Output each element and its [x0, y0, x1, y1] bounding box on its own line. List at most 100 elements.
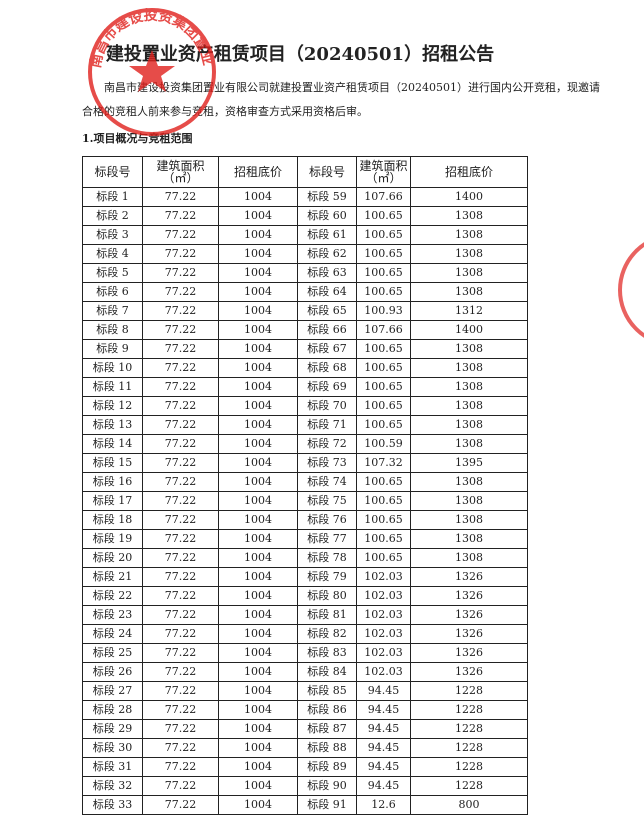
- table-cell: 标段 7: [82, 301, 143, 321]
- table-cell: 77.22: [142, 206, 219, 226]
- table-cell: 标段 22: [82, 586, 143, 606]
- table-cell: 77.22: [142, 472, 219, 492]
- table-cell: 1308: [410, 206, 528, 226]
- table-cell: 102.03: [356, 586, 411, 606]
- table-cell: 标段 28: [82, 700, 143, 720]
- table-cell: 标段 83: [297, 643, 357, 663]
- table-cell: 1228: [410, 681, 528, 701]
- table-cell: 标段 10: [82, 358, 143, 378]
- table-row: 标段 9 77.22 1004 标段 67 100.65 1308: [82, 339, 528, 359]
- table-cell: 1308: [410, 434, 528, 454]
- table-cell: 标段 70: [297, 396, 357, 416]
- header-cell: 标段号: [297, 156, 357, 188]
- table-cell: 1004: [218, 377, 298, 397]
- table-row: 标段 1 77.22 1004 标段 59 107.66 1400: [82, 187, 528, 207]
- table-cell: 标段 84: [297, 662, 357, 682]
- table-cell: 100.65: [356, 339, 411, 359]
- table-cell: 77.22: [142, 263, 219, 283]
- table-cell: 1004: [218, 738, 298, 758]
- table-cell: 标段 3: [82, 225, 143, 245]
- table-cell: 1308: [410, 263, 528, 283]
- table-cell: 100.65: [356, 396, 411, 416]
- table-cell: 标段 89: [297, 757, 357, 777]
- table-cell: 标段 4: [82, 244, 143, 264]
- table-cell: 1004: [218, 225, 298, 245]
- table-row: 标段 22 77.22 1004 标段 80 102.03 1326: [82, 586, 528, 606]
- table-cell: 标段 66: [297, 320, 357, 340]
- table-cell: 1308: [410, 529, 528, 549]
- table-cell: 标段 87: [297, 719, 357, 739]
- table-cell: 标段 62: [297, 244, 357, 264]
- table-cell: 77.22: [142, 320, 219, 340]
- table-cell: 标段 73: [297, 453, 357, 473]
- table-cell: 77.22: [142, 282, 219, 302]
- table-cell: 77.22: [142, 719, 219, 739]
- table-cell: 77.22: [142, 244, 219, 264]
- table-cell: 1004: [218, 719, 298, 739]
- table-cell: 标段 16: [82, 472, 143, 492]
- table-cell: 1004: [218, 396, 298, 416]
- table-row: 标段 13 77.22 1004 标段 71 100.65 1308: [82, 415, 528, 435]
- header-cell: 建筑面积（㎡）: [142, 156, 219, 188]
- table-cell: 1004: [218, 795, 298, 815]
- table-cell: 100.65: [356, 282, 411, 302]
- table-cell: 77.22: [142, 358, 219, 378]
- table-cell: 100.65: [356, 263, 411, 283]
- table-cell: 1004: [218, 586, 298, 606]
- table-cell: 标段 23: [82, 605, 143, 625]
- table-cell: 标段 17: [82, 491, 143, 511]
- table-cell: 107.32: [356, 453, 411, 473]
- table-cell: 1004: [218, 263, 298, 283]
- table-cell: 77.22: [142, 434, 219, 454]
- table-cell: 1308: [410, 548, 528, 568]
- table-cell: 1004: [218, 776, 298, 796]
- table-row: 标段 25 77.22 1004 标段 83 102.03 1326: [82, 643, 528, 663]
- table-cell: 标段 30: [82, 738, 143, 758]
- table-cell: 标段 21: [82, 567, 143, 587]
- table-row: 标段 18 77.22 1004 标段 76 100.65 1308: [82, 510, 528, 530]
- table-cell: 77.22: [142, 396, 219, 416]
- table-cell: 1004: [218, 700, 298, 720]
- table-row: 标段 20 77.22 1004 标段 78 100.65 1308: [82, 548, 528, 568]
- table-cell: 1004: [218, 605, 298, 625]
- table-cell: 77.22: [142, 548, 219, 568]
- table-cell: 1308: [410, 491, 528, 511]
- table-cell: 77.22: [142, 529, 219, 549]
- table-cell: 标段 90: [297, 776, 357, 796]
- table-cell: 77.22: [142, 757, 219, 777]
- table-cell: 1004: [218, 510, 298, 530]
- table-row: 标段 17 77.22 1004 标段 75 100.65 1308: [82, 491, 528, 511]
- table-cell: 100.59: [356, 434, 411, 454]
- table-cell: 77.22: [142, 491, 219, 511]
- table-cell: 标段 2: [82, 206, 143, 226]
- table-cell: 1308: [410, 415, 528, 435]
- table-cell: 1228: [410, 700, 528, 720]
- table-cell: 1004: [218, 282, 298, 302]
- table-row: 标段 11 77.22 1004 标段 69 100.65 1308: [82, 377, 528, 397]
- table-row: 标段 2 77.22 1004 标段 60 100.65 1308: [82, 206, 528, 226]
- table-cell: 77.22: [142, 681, 219, 701]
- table-cell: 标段 9: [82, 339, 143, 359]
- table-cell: 标段 26: [82, 662, 143, 682]
- table-cell: 标段 6: [82, 282, 143, 302]
- table-cell: 标段 31: [82, 757, 143, 777]
- table-cell: 94.45: [356, 719, 411, 739]
- table-cell: 标段 61: [297, 225, 357, 245]
- table-cell: 94.45: [356, 757, 411, 777]
- table-cell: 77.22: [142, 624, 219, 644]
- table-cell: 标段 82: [297, 624, 357, 644]
- table-row: 标段 5 77.22 1004 标段 63 100.65 1308: [82, 263, 528, 283]
- table-row: 标段 4 77.22 1004 标段 62 100.65 1308: [82, 244, 528, 264]
- table-cell: 1228: [410, 776, 528, 796]
- table-cell: 1326: [410, 605, 528, 625]
- table-cell: 102.03: [356, 624, 411, 644]
- table-cell: 标段 63: [297, 263, 357, 283]
- table-cell: 100.65: [356, 491, 411, 511]
- table-cell: 77.22: [142, 225, 219, 245]
- header-row: 标段号 建筑面积（㎡） 招租底价 标段号 建筑面积（㎡） 招租底价: [82, 156, 528, 188]
- table-cell: 100.65: [356, 225, 411, 245]
- table-cell: 标段 88: [297, 738, 357, 758]
- table-cell: 1004: [218, 624, 298, 644]
- table-cell: 标段 60: [297, 206, 357, 226]
- table-cell: 标段 59: [297, 187, 357, 207]
